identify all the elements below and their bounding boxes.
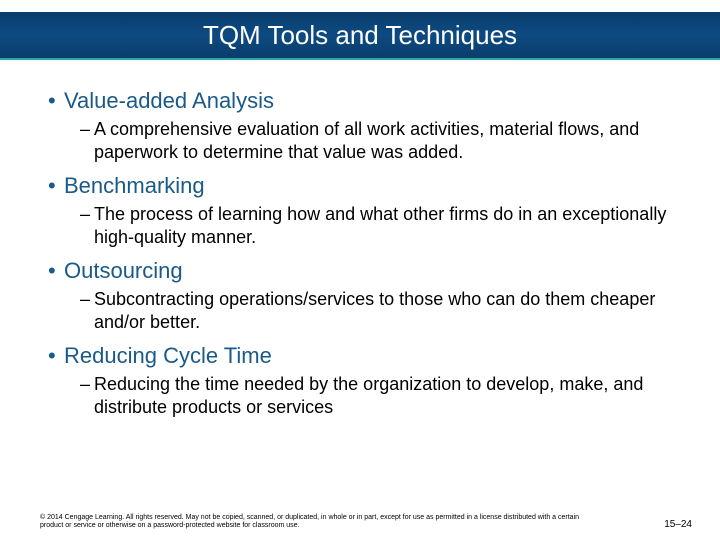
bullet-heading: Outsourcing [48,258,680,284]
bullet-sub: A comprehensive evaluation of all work a… [80,118,680,163]
bullet-heading: Reducing Cycle Time [48,343,680,369]
bullet-sub: The process of learning how and what oth… [80,203,680,248]
copyright-footer: © 2014 Cengage Learning. All rights rese… [40,514,600,530]
slide: { "title": "TQM Tools and Techniques", "… [0,0,720,540]
bullet-heading: Value-added Analysis [48,88,680,114]
slide-title: TQM Tools and Techniques [203,20,517,51]
bullet-sub: Subcontracting operations/services to th… [80,288,680,333]
bullet-heading: Benchmarking [48,173,680,199]
content-area: Value-added Analysis A comprehensive eva… [0,78,720,424]
bullet-sub: Reducing the time needed by the organiza… [80,373,680,418]
page-number: 15–24 [664,519,692,530]
title-bar: TQM Tools and Techniques [0,12,720,60]
